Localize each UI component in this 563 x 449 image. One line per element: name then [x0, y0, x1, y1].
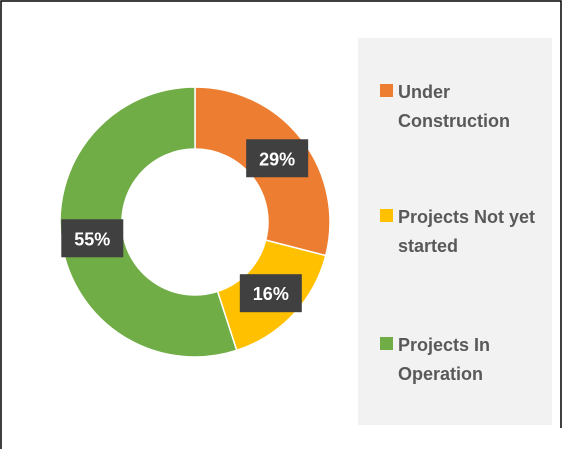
legend-label: Projects Not yet started [398, 207, 536, 256]
legend-label: Under Construction [398, 82, 510, 131]
data-label: 16% [253, 284, 289, 304]
data-label-box [61, 219, 124, 258]
data-label: 55% [74, 229, 110, 249]
data-label-box [239, 274, 302, 313]
donut-slice [59, 86, 238, 358]
legend-swatch [380, 209, 393, 222]
legend-swatch [380, 337, 393, 350]
data-label: 29% [259, 149, 295, 169]
data-label-box [246, 139, 309, 178]
legend-label: Projects In Operation [398, 335, 491, 384]
legend-swatch [380, 84, 393, 97]
legend: Under Construction Projects Not yet start… [358, 38, 552, 425]
